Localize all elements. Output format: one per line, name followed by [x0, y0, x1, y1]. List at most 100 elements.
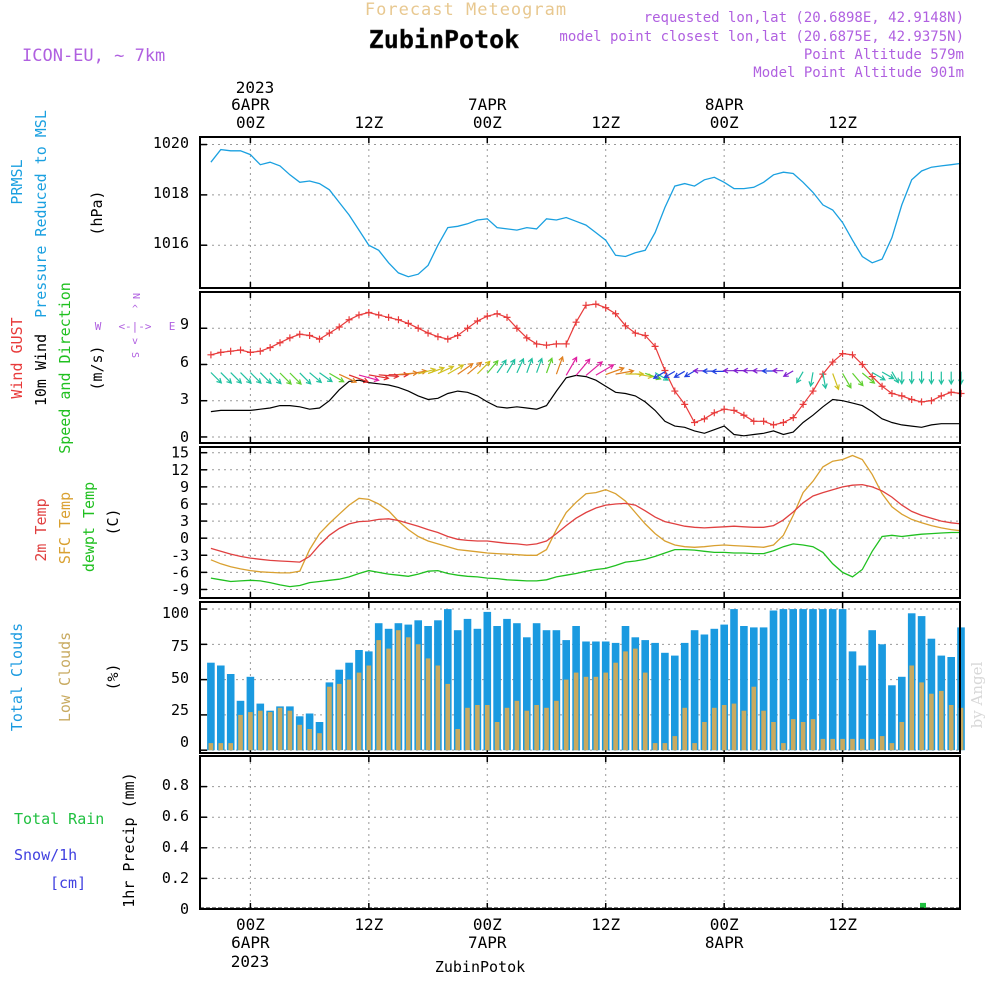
wind-label-gust: Wind GUST — [8, 317, 26, 398]
gust-marker — [691, 418, 699, 426]
gust-marker — [335, 323, 343, 331]
wind-ytick: 9 — [180, 315, 189, 333]
clouds-ytick: 50 — [171, 669, 189, 687]
gust-marker — [562, 340, 570, 348]
gust-marker — [770, 421, 778, 429]
wind-direction-arrow — [309, 372, 323, 384]
gust-marker — [621, 322, 629, 330]
bottom-time-label: 00Z — [710, 915, 739, 934]
low-cloud-bar — [406, 637, 411, 751]
wind-direction-arrow — [536, 357, 544, 373]
low-cloud-bar — [751, 686, 757, 751]
gust-marker — [276, 339, 284, 347]
gust-marker — [503, 313, 511, 321]
low-cloud-bar — [613, 662, 618, 751]
temperature-yticks: -9 -6 -3 0 3 6 9 12 15 — [171, 444, 189, 599]
low-cloud-bar — [336, 683, 342, 751]
wind-direction-arrow — [852, 372, 864, 387]
wind-direction-arrow — [663, 370, 676, 379]
clouds-label-low: Low Clouds — [56, 632, 74, 722]
top-year-label: 2023 — [236, 78, 275, 97]
dewpoint-line — [210, 531, 961, 588]
low-cloud-bar — [218, 743, 224, 751]
wind-direction-arrow — [368, 374, 390, 381]
wind-direction-arrow — [732, 367, 744, 374]
low-cloud-bar — [514, 700, 520, 751]
wind-label-direction: Speed and Direction — [56, 282, 74, 454]
low-cloud-bar — [534, 705, 539, 751]
low-cloud-bar — [485, 705, 490, 751]
temp-label-sfc: SFC Temp — [56, 492, 74, 564]
wind-direction-arrow — [299, 372, 312, 385]
closest-coords: model point closest lon,lat (20.6875E, 4… — [559, 29, 964, 45]
low-cloud-bar — [889, 743, 895, 751]
low-cloud-bar — [929, 693, 934, 751]
bottom-year-label: 2023 — [231, 952, 270, 971]
low-cloud-bar — [879, 736, 885, 751]
gust-marker — [661, 367, 669, 375]
wind-direction-arrow — [928, 371, 935, 385]
pressure-gridlines — [200, 137, 960, 288]
gust-marker — [592, 300, 600, 308]
wind-direction-arrow — [555, 355, 564, 375]
gust-marker — [237, 346, 245, 354]
precip-frame — [199, 755, 961, 910]
top-time-label: 00Z — [710, 113, 739, 132]
top-time-label: 7APR — [468, 95, 507, 114]
requested-coords: requested lon,lat (20.6898E, 42.9148N) — [644, 10, 964, 26]
wind-direction-arrow — [269, 372, 282, 385]
gust-marker — [414, 324, 422, 332]
low-cloud-bar — [850, 738, 855, 751]
total-cloud-bar — [444, 609, 452, 751]
wind-direction-arrow — [575, 358, 591, 376]
model-altitude: Model Point Altitude 901m — [753, 65, 964, 81]
gust-marker — [651, 342, 659, 350]
clouds-panel: Total Clouds Low Clouds (%) 0 25 50 75 1… — [8, 601, 986, 754]
wind-ytick: 3 — [180, 390, 189, 408]
compass-east: E — [169, 320, 176, 333]
low-cloud-bar — [327, 686, 332, 751]
wind-direction-arrow — [683, 370, 695, 378]
gust-marker — [937, 392, 945, 400]
gust-marker — [315, 335, 323, 343]
wind-direction-arrow — [418, 367, 437, 375]
gust-marker — [848, 351, 856, 359]
precip-unit: 1hr Precip (mm) — [120, 772, 138, 907]
low-cloud-bar — [909, 665, 914, 751]
temperature-gridlines — [200, 447, 960, 598]
low-cloud-bar — [790, 719, 796, 751]
total-cloud-bar — [848, 651, 857, 751]
precip-ytick: 0.4 — [162, 838, 189, 856]
low-cloud-bar — [554, 700, 559, 751]
low-cloud-bar — [287, 710, 293, 751]
wind-direction-arrow — [486, 359, 499, 374]
gust-marker — [256, 347, 264, 355]
precip-ytick: 0 — [180, 900, 189, 918]
low-cloud-bar — [356, 672, 362, 751]
low-cloud-bar — [445, 683, 451, 751]
gust-marker — [424, 329, 432, 337]
wind-direction-arrow — [545, 357, 554, 374]
low-cloud-bar — [455, 729, 460, 751]
total-cloud-bar — [700, 634, 709, 751]
wind-direction-arrow — [210, 372, 223, 384]
gust-marker — [779, 418, 787, 426]
wind-direction-arrow — [329, 372, 345, 383]
total-cloud-bar — [799, 609, 807, 751]
wind-compass: N ^ W <-|-> E v S — [95, 293, 176, 358]
low-cloud-bar — [494, 722, 500, 751]
total-cloud-bar — [720, 624, 728, 751]
wind-direction-arrow — [279, 372, 292, 385]
wind-direction-arrow — [338, 373, 358, 384]
gust-marker — [483, 312, 491, 320]
wind-direction-arrow — [467, 361, 483, 375]
bottom-time-label: 12Z — [354, 915, 383, 934]
total-cloud-bar — [888, 685, 896, 751]
low-cloud-bar — [228, 743, 233, 751]
top-time-label: 12Z — [828, 113, 857, 132]
total-cloud-bar — [651, 642, 659, 751]
total-cloud-bar — [523, 637, 531, 751]
clouds-unit: (%) — [104, 663, 122, 690]
pressure-label-msl: Pressure Reduced to MSL — [32, 110, 50, 318]
